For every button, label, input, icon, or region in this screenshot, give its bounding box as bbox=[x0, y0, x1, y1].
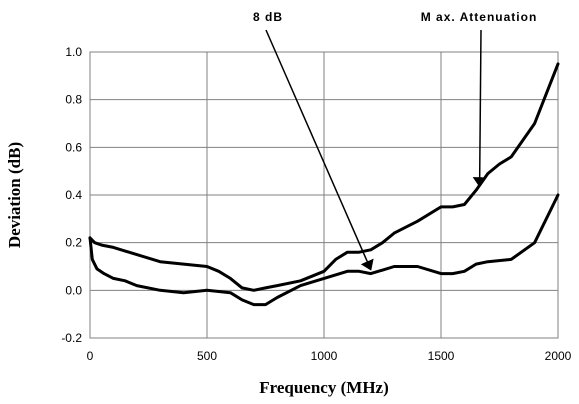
annotation-label: M ax. Attenuation bbox=[421, 10, 538, 24]
y-tick-label: 0.6 bbox=[65, 140, 82, 154]
tick-labels: -0.2 0.0 0.2 0.4 0.6 0.8 1.0 0 500 1000 1500 2000 bbox=[61, 45, 571, 363]
annotations: 8 dB M ax. Attenuation bbox=[253, 10, 538, 271]
series-line-1 bbox=[88, 62, 560, 292]
x-axis-title: Frequency (MHz) bbox=[259, 378, 389, 397]
series-layer bbox=[88, 62, 560, 307]
y-tick-label: 0.2 bbox=[65, 236, 82, 250]
y-tick-label: -0.2 bbox=[61, 331, 82, 345]
y-tick-label: 0.8 bbox=[65, 93, 82, 107]
x-tick-label: 1000 bbox=[311, 349, 338, 363]
y-tick-label: 0.4 bbox=[65, 188, 82, 202]
y-tick-label: 0.0 bbox=[65, 283, 82, 297]
series-line-2 bbox=[88, 193, 560, 307]
annotation-label: 8 dB bbox=[253, 10, 283, 24]
annotation-arrow bbox=[265, 29, 374, 271]
y-tick-label: 1.0 bbox=[65, 45, 82, 59]
annotation-arrow bbox=[472, 29, 487, 188]
x-tick-label: 0 bbox=[87, 349, 94, 363]
x-tick-label: 1500 bbox=[428, 349, 455, 363]
x-tick-label: 500 bbox=[197, 349, 217, 363]
y-axis-title: Deviation (dB) bbox=[5, 142, 24, 248]
x-tick-label: 2000 bbox=[545, 349, 572, 363]
